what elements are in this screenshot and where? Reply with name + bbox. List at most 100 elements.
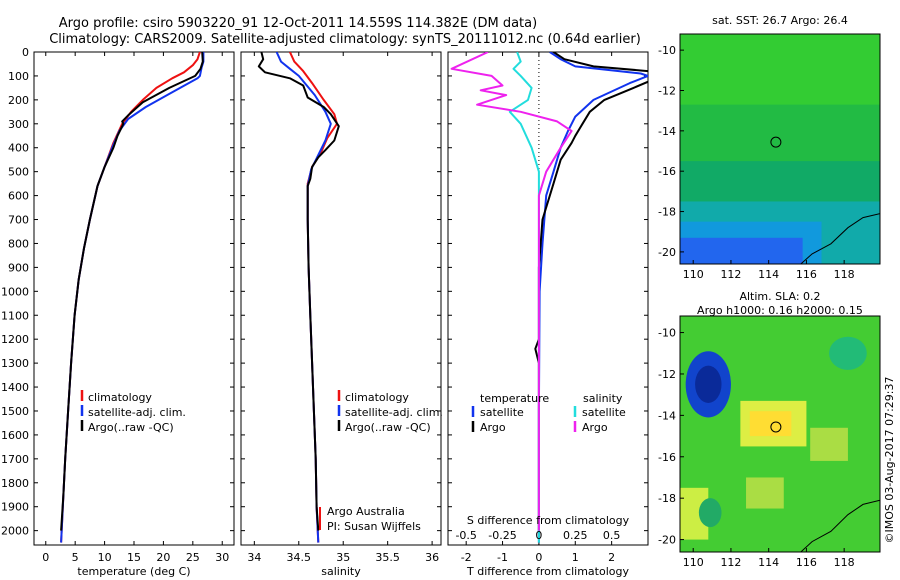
salinity-note: Argo Australia <box>327 505 405 518</box>
depth-tick-label: 400 <box>8 142 29 155</box>
series-line-argo-raw-qc- <box>60 52 204 531</box>
x-tick-label: 2 <box>608 551 615 564</box>
map-x-tick-label: 116 <box>796 268 817 281</box>
series-line-t-argo <box>534 52 648 531</box>
depth-tick-label: 200 <box>8 94 29 107</box>
series-group <box>257 52 340 543</box>
map-patch <box>749 411 792 437</box>
map-y-tick-label: -10 <box>658 327 676 340</box>
depth-tick-label: 1500 <box>1 405 29 418</box>
map-blob <box>698 498 722 528</box>
x-axis-label: temperature (deg C) <box>77 565 190 578</box>
depth-tick-label: 300 <box>8 118 29 131</box>
depth-tick-label: 1700 <box>1 453 29 466</box>
map-frame <box>679 33 881 265</box>
map-y-tick-label: -20 <box>658 246 676 259</box>
map-y-tick-label: -12 <box>658 84 676 97</box>
map-sst_map: 110 112 114 116 118 -10 -12 -14 -16 -18 -20 sat. SS… <box>658 14 881 281</box>
series-group <box>60 52 205 543</box>
imos-timestamp: ©IMOS 03-Aug-2017 07:29:37 <box>883 377 896 544</box>
legend-title-salinity: salinity <box>583 392 623 405</box>
s-tick-label: 0.5 <box>603 529 621 542</box>
x-tick-label: 35 <box>336 551 350 564</box>
depth-tick-label: 500 <box>8 166 29 179</box>
x-tick-label: -1 <box>497 551 508 564</box>
map-field <box>680 34 880 264</box>
argo-location-marker <box>770 136 782 148</box>
map-y-tick-label: -16 <box>658 165 676 178</box>
x-tick-label: -2 <box>461 551 472 564</box>
legend-label: Argo <box>480 421 506 434</box>
map-x-tick-label: 118 <box>834 268 855 281</box>
map-title: Altim. SLA: 0.2 <box>739 290 820 303</box>
x-tick-label: 34.5 <box>287 551 312 564</box>
x-tick-label: 5 <box>72 551 79 564</box>
x-tick-label: 30 <box>215 551 229 564</box>
map-blob <box>695 365 722 403</box>
map-title: sat. SST: 26.7 Argo: 26.4 <box>712 14 848 27</box>
map-x-tick-label: 112 <box>720 556 741 569</box>
series-line-climatology <box>60 52 201 543</box>
map-blob <box>829 336 867 370</box>
map-sla_map: 110 112 114 116 118 -10 -12 -14 -16 -18 -20 Altim. … <box>658 290 881 569</box>
depth-tick-label: 1800 <box>1 477 29 490</box>
legend-salinity: climatology satellite-adj. clim. Argo(..ra… <box>337 390 443 434</box>
legend-label: satellite <box>582 406 626 419</box>
depth-tick-label: 1100 <box>1 309 29 322</box>
map-y-tick-label: -14 <box>658 125 676 138</box>
map-y-tick-label: -18 <box>658 492 676 505</box>
s-tick-label: -0.5 <box>455 529 476 542</box>
legend-label: climatology <box>345 391 409 404</box>
coastline <box>800 499 880 552</box>
title-line-1: Argo profile: csiro 5903220_91 12-Oct-20… <box>59 16 537 31</box>
depth-tick-label: 1300 <box>1 357 29 370</box>
s-tick-label: 0.25 <box>563 529 588 542</box>
x-tick-label: 15 <box>127 551 141 564</box>
plot-frame <box>240 51 442 546</box>
depth-tick-label: 1900 <box>1 501 29 514</box>
map-patch <box>810 427 848 461</box>
s-tick-label: 0 <box>535 529 542 542</box>
x-tick-label: 1 <box>572 551 579 564</box>
series-line-s-argo <box>450 52 573 531</box>
map-y-tick-label: -10 <box>658 44 676 57</box>
depth-tick-label: 1000 <box>1 285 29 298</box>
depth-tick-label: 100 <box>8 70 29 83</box>
map-y-tick-label: -18 <box>658 206 676 219</box>
map-x-tick-label: 118 <box>834 556 855 569</box>
depth-tick-label: 1400 <box>1 381 29 394</box>
legend-difference: temperature salinitysatelliteArgosatellit… <box>471 392 626 434</box>
map-field <box>680 316 880 552</box>
s-axis-label: S difference from climatology <box>467 514 630 527</box>
map-patch <box>680 34 880 105</box>
title-line-2: Climatology: CARS2009. Satellite-adjuste… <box>49 32 641 47</box>
depth-tick-label: 0 <box>22 46 29 59</box>
legend-label: satellite-adj. clim. <box>88 406 186 419</box>
map-x-tick-label: 114 <box>758 556 779 569</box>
series-line-satellite-adj-clim- <box>60 52 205 543</box>
profile-panel-temperature: 0100200300400500600700800900100011001200… <box>1 46 235 578</box>
legend-label: Argo(..raw -QC) <box>345 421 431 434</box>
x-tick-label: 25 <box>186 551 200 564</box>
series-line-t-satellite <box>537 52 648 543</box>
coastline <box>800 213 880 264</box>
x-axis-label: T difference from climatology <box>466 565 629 578</box>
x-tick-label: 0 <box>42 551 49 564</box>
map-x-tick-label: 114 <box>758 268 779 281</box>
series-line-s-satellite <box>508 52 540 543</box>
legend-title-temperature: temperature <box>480 392 549 405</box>
depth-tick-label: 1600 <box>1 429 29 442</box>
salinity-note: PI: Susan Wijffels <box>327 520 421 533</box>
legend-label: Argo(..raw -QC) <box>88 421 174 434</box>
map-x-tick-label: 112 <box>720 268 741 281</box>
series-line-satellite-adj-clim- <box>275 52 332 543</box>
series-group <box>450 52 648 543</box>
legend-label: climatology <box>88 391 152 404</box>
map-y-tick-label: -12 <box>658 368 676 381</box>
map-y-tick-label: -16 <box>658 451 676 464</box>
x-axis-label: salinity <box>321 565 361 578</box>
depth-tick-label: 1200 <box>1 333 29 346</box>
plot-frame <box>447 51 649 546</box>
s-tick-label: -0.25 <box>488 529 516 542</box>
